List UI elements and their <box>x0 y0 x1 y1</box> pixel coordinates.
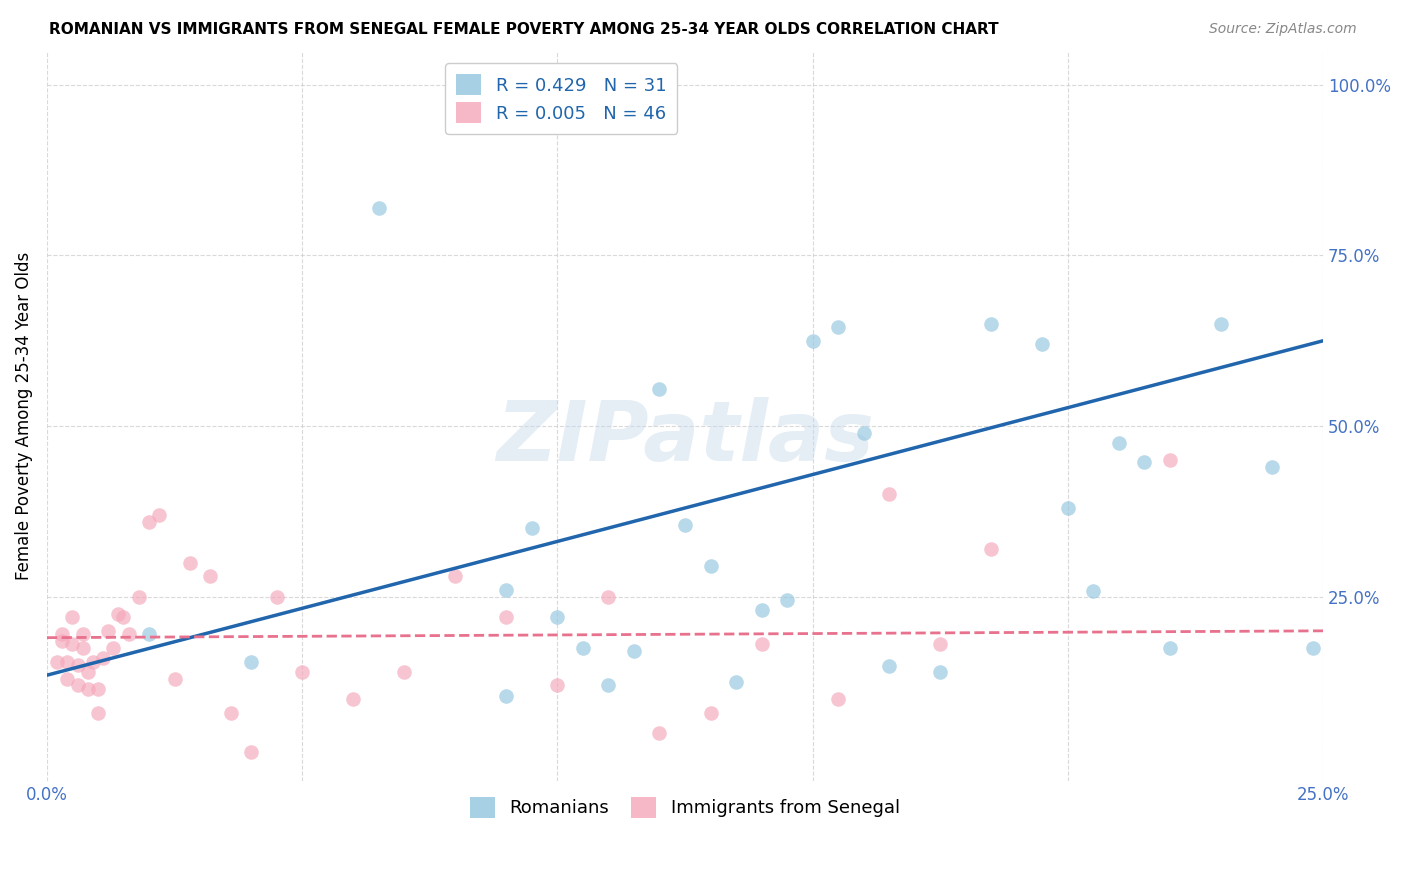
Point <box>1159 640 1181 655</box>
Point <box>444 569 467 583</box>
Point <box>367 201 389 215</box>
Point <box>1057 500 1080 515</box>
Point <box>200 569 222 583</box>
Point <box>148 508 170 522</box>
Point <box>1108 436 1130 450</box>
Point <box>66 657 89 672</box>
Text: ROMANIAN VS IMMIGRANTS FROM SENEGAL FEMALE POVERTY AMONG 25-34 YEAR OLDS CORRELA: ROMANIAN VS IMMIGRANTS FROM SENEGAL FEMA… <box>49 22 998 37</box>
Point <box>980 541 1002 556</box>
Point <box>76 681 98 696</box>
Point <box>929 665 952 679</box>
Point <box>138 515 160 529</box>
Point <box>128 590 150 604</box>
Point <box>751 603 773 617</box>
Point <box>1302 640 1324 655</box>
Point <box>1031 337 1053 351</box>
Point <box>546 678 568 692</box>
Point <box>72 627 94 641</box>
Point <box>87 681 110 696</box>
Text: ZIPatlas: ZIPatlas <box>496 397 875 478</box>
Point <box>546 610 568 624</box>
Point <box>219 706 242 720</box>
Point <box>877 659 900 673</box>
Point <box>1261 460 1284 475</box>
Point <box>1133 454 1156 468</box>
Point <box>76 665 98 679</box>
Point <box>72 640 94 655</box>
Point <box>138 627 160 641</box>
Point <box>87 706 110 720</box>
Point <box>852 425 875 440</box>
Point <box>725 675 748 690</box>
Point <box>648 726 671 740</box>
Point <box>56 672 79 686</box>
Point <box>751 638 773 652</box>
Y-axis label: Female Poverty Among 25-34 Year Olds: Female Poverty Among 25-34 Year Olds <box>15 252 32 580</box>
Point <box>598 590 620 604</box>
Point <box>572 640 595 655</box>
Point <box>673 518 696 533</box>
Point <box>240 745 263 759</box>
Point <box>495 610 517 624</box>
Point <box>62 638 84 652</box>
Point <box>495 689 517 703</box>
Point <box>1209 317 1232 331</box>
Point <box>103 640 125 655</box>
Point <box>240 655 263 669</box>
Point <box>1159 453 1181 467</box>
Legend: Romanians, Immigrants from Senegal: Romanians, Immigrants from Senegal <box>461 788 910 827</box>
Point <box>520 521 543 535</box>
Point <box>163 672 186 686</box>
Point <box>699 706 721 720</box>
Point <box>342 692 364 706</box>
Point <box>62 610 84 624</box>
Point <box>776 593 799 607</box>
Point <box>648 382 671 396</box>
Point <box>598 678 620 692</box>
Point <box>623 644 645 658</box>
Point <box>179 556 201 570</box>
Point <box>699 559 721 574</box>
Text: Source: ZipAtlas.com: Source: ZipAtlas.com <box>1209 22 1357 37</box>
Point <box>495 582 517 597</box>
Point <box>66 678 89 692</box>
Point <box>82 655 104 669</box>
Point <box>97 624 120 638</box>
Point <box>51 634 73 648</box>
Point <box>112 610 135 624</box>
Point <box>56 655 79 669</box>
Point <box>827 320 849 334</box>
Point <box>1083 584 1105 599</box>
Point <box>929 638 952 652</box>
Point <box>266 590 288 604</box>
Point <box>980 317 1002 331</box>
Point <box>91 651 114 665</box>
Point <box>46 655 69 669</box>
Point <box>394 665 416 679</box>
Point <box>107 607 129 621</box>
Point <box>827 692 849 706</box>
Point <box>117 626 139 640</box>
Point <box>877 487 900 501</box>
Point <box>291 665 314 679</box>
Point <box>801 334 824 348</box>
Point <box>51 627 73 641</box>
